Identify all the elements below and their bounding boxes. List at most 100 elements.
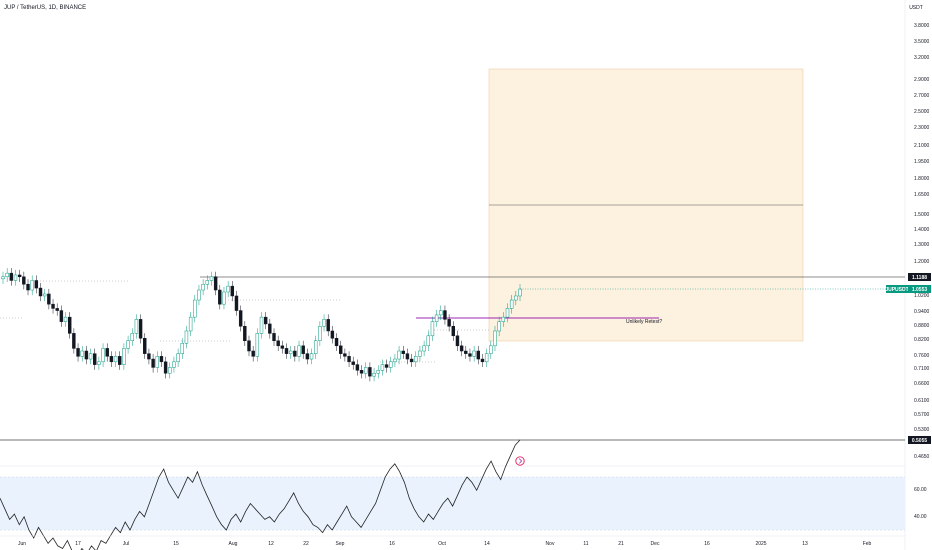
candle xyxy=(326,319,330,332)
candle xyxy=(372,372,376,377)
candle xyxy=(163,361,168,374)
candle xyxy=(284,348,289,354)
candle xyxy=(368,367,372,377)
candle xyxy=(26,283,30,291)
candle xyxy=(480,358,485,363)
price-axis-label: 0.4650 xyxy=(914,454,930,460)
candle xyxy=(451,326,455,337)
candle xyxy=(197,289,201,301)
candle xyxy=(288,350,293,354)
candle xyxy=(126,340,130,349)
candle xyxy=(22,276,26,285)
candle xyxy=(59,310,64,322)
candle xyxy=(443,310,447,320)
currency-label: USDT xyxy=(909,5,923,11)
candle xyxy=(401,350,405,354)
time-axis[interactable]: Jun 17 Jul 15 Aug 12 22 Sep 16 Oct 14 Nov 11 21 Dec 16 2… xyxy=(18,541,872,547)
alert-clock-icon[interactable] xyxy=(515,456,525,466)
price-axis-label: 2.1000 xyxy=(914,143,930,149)
time-axis-label: 11 xyxy=(583,541,588,547)
candle xyxy=(414,356,418,363)
price-axis-label: 0.5700 xyxy=(914,412,930,418)
candle xyxy=(384,364,389,368)
retest-label: Unlikely Retest? xyxy=(626,319,662,325)
candle xyxy=(430,321,435,337)
candle xyxy=(118,356,122,365)
price-axis-label: 3.8000 xyxy=(914,23,930,29)
candle xyxy=(272,333,276,341)
candle xyxy=(305,353,310,360)
candle xyxy=(55,308,59,311)
candle xyxy=(151,358,155,368)
candle xyxy=(72,333,76,349)
time-axis-label: Nov xyxy=(546,541,555,547)
time-axis-label: 14 xyxy=(484,541,490,547)
candle xyxy=(514,295,518,301)
candle xyxy=(193,299,197,318)
price-axis[interactable]: 3.8000 3.5000 3.2000 2.9000 2.7000 2.5000 2.30… xyxy=(914,23,930,460)
candle xyxy=(484,353,489,363)
candle xyxy=(205,280,210,285)
candle xyxy=(88,353,93,360)
rsi-axis-label-60: 60.00 xyxy=(914,487,927,493)
candle xyxy=(30,280,34,291)
price-axis-label: 2.7000 xyxy=(914,93,930,99)
current-price-tag-text: 1.0553 xyxy=(912,287,928,293)
candle xyxy=(42,293,47,297)
time-axis-label: 2025 xyxy=(755,541,766,547)
price-axis-label: 1.5000 xyxy=(914,212,930,218)
time-axis-label: Dec xyxy=(651,541,660,547)
candle xyxy=(218,289,222,305)
candle xyxy=(501,316,506,322)
candle xyxy=(17,274,22,278)
price-axis-label: 2.9000 xyxy=(914,77,930,83)
candle xyxy=(263,316,268,325)
candle xyxy=(80,350,84,357)
candle xyxy=(397,350,401,360)
candle xyxy=(309,353,314,360)
candle xyxy=(238,310,243,327)
candle xyxy=(76,348,80,357)
candle xyxy=(376,370,380,374)
price-axis-label: 2.3000 xyxy=(914,125,930,131)
candle xyxy=(268,323,272,334)
candle xyxy=(351,361,355,365)
candle xyxy=(364,367,368,374)
candle xyxy=(339,345,343,354)
candle xyxy=(130,333,134,341)
time-axis-label: 12 xyxy=(268,541,274,547)
candle xyxy=(334,338,339,347)
price-axis-label: 1.6500 xyxy=(914,192,930,198)
candle xyxy=(147,353,151,360)
candle xyxy=(347,356,351,363)
time-axis-label: Aug xyxy=(229,541,238,547)
candle xyxy=(255,333,260,357)
candle xyxy=(293,350,297,357)
candle xyxy=(97,361,101,365)
candle xyxy=(155,356,159,368)
candle xyxy=(276,340,280,347)
candle xyxy=(168,367,172,374)
candle xyxy=(122,348,126,365)
candle xyxy=(322,319,326,327)
candle xyxy=(243,326,247,341)
time-axis-label: Jun xyxy=(18,541,26,547)
candle xyxy=(188,316,193,332)
candle xyxy=(393,358,397,363)
candle xyxy=(359,370,364,374)
candle xyxy=(180,343,184,354)
candle xyxy=(405,353,410,360)
candle xyxy=(409,358,414,363)
price-tag-resistance: 1.1188 xyxy=(908,273,931,281)
candle xyxy=(230,285,235,297)
candle xyxy=(301,345,305,354)
time-axis-label: Oct xyxy=(438,541,446,547)
candle xyxy=(389,361,393,368)
candle xyxy=(497,321,501,332)
time-axis-label: 17 xyxy=(75,541,81,547)
candle xyxy=(13,274,18,281)
candle xyxy=(1,276,5,280)
candle xyxy=(418,350,422,357)
price-axis-label: 1.8000 xyxy=(914,176,930,182)
